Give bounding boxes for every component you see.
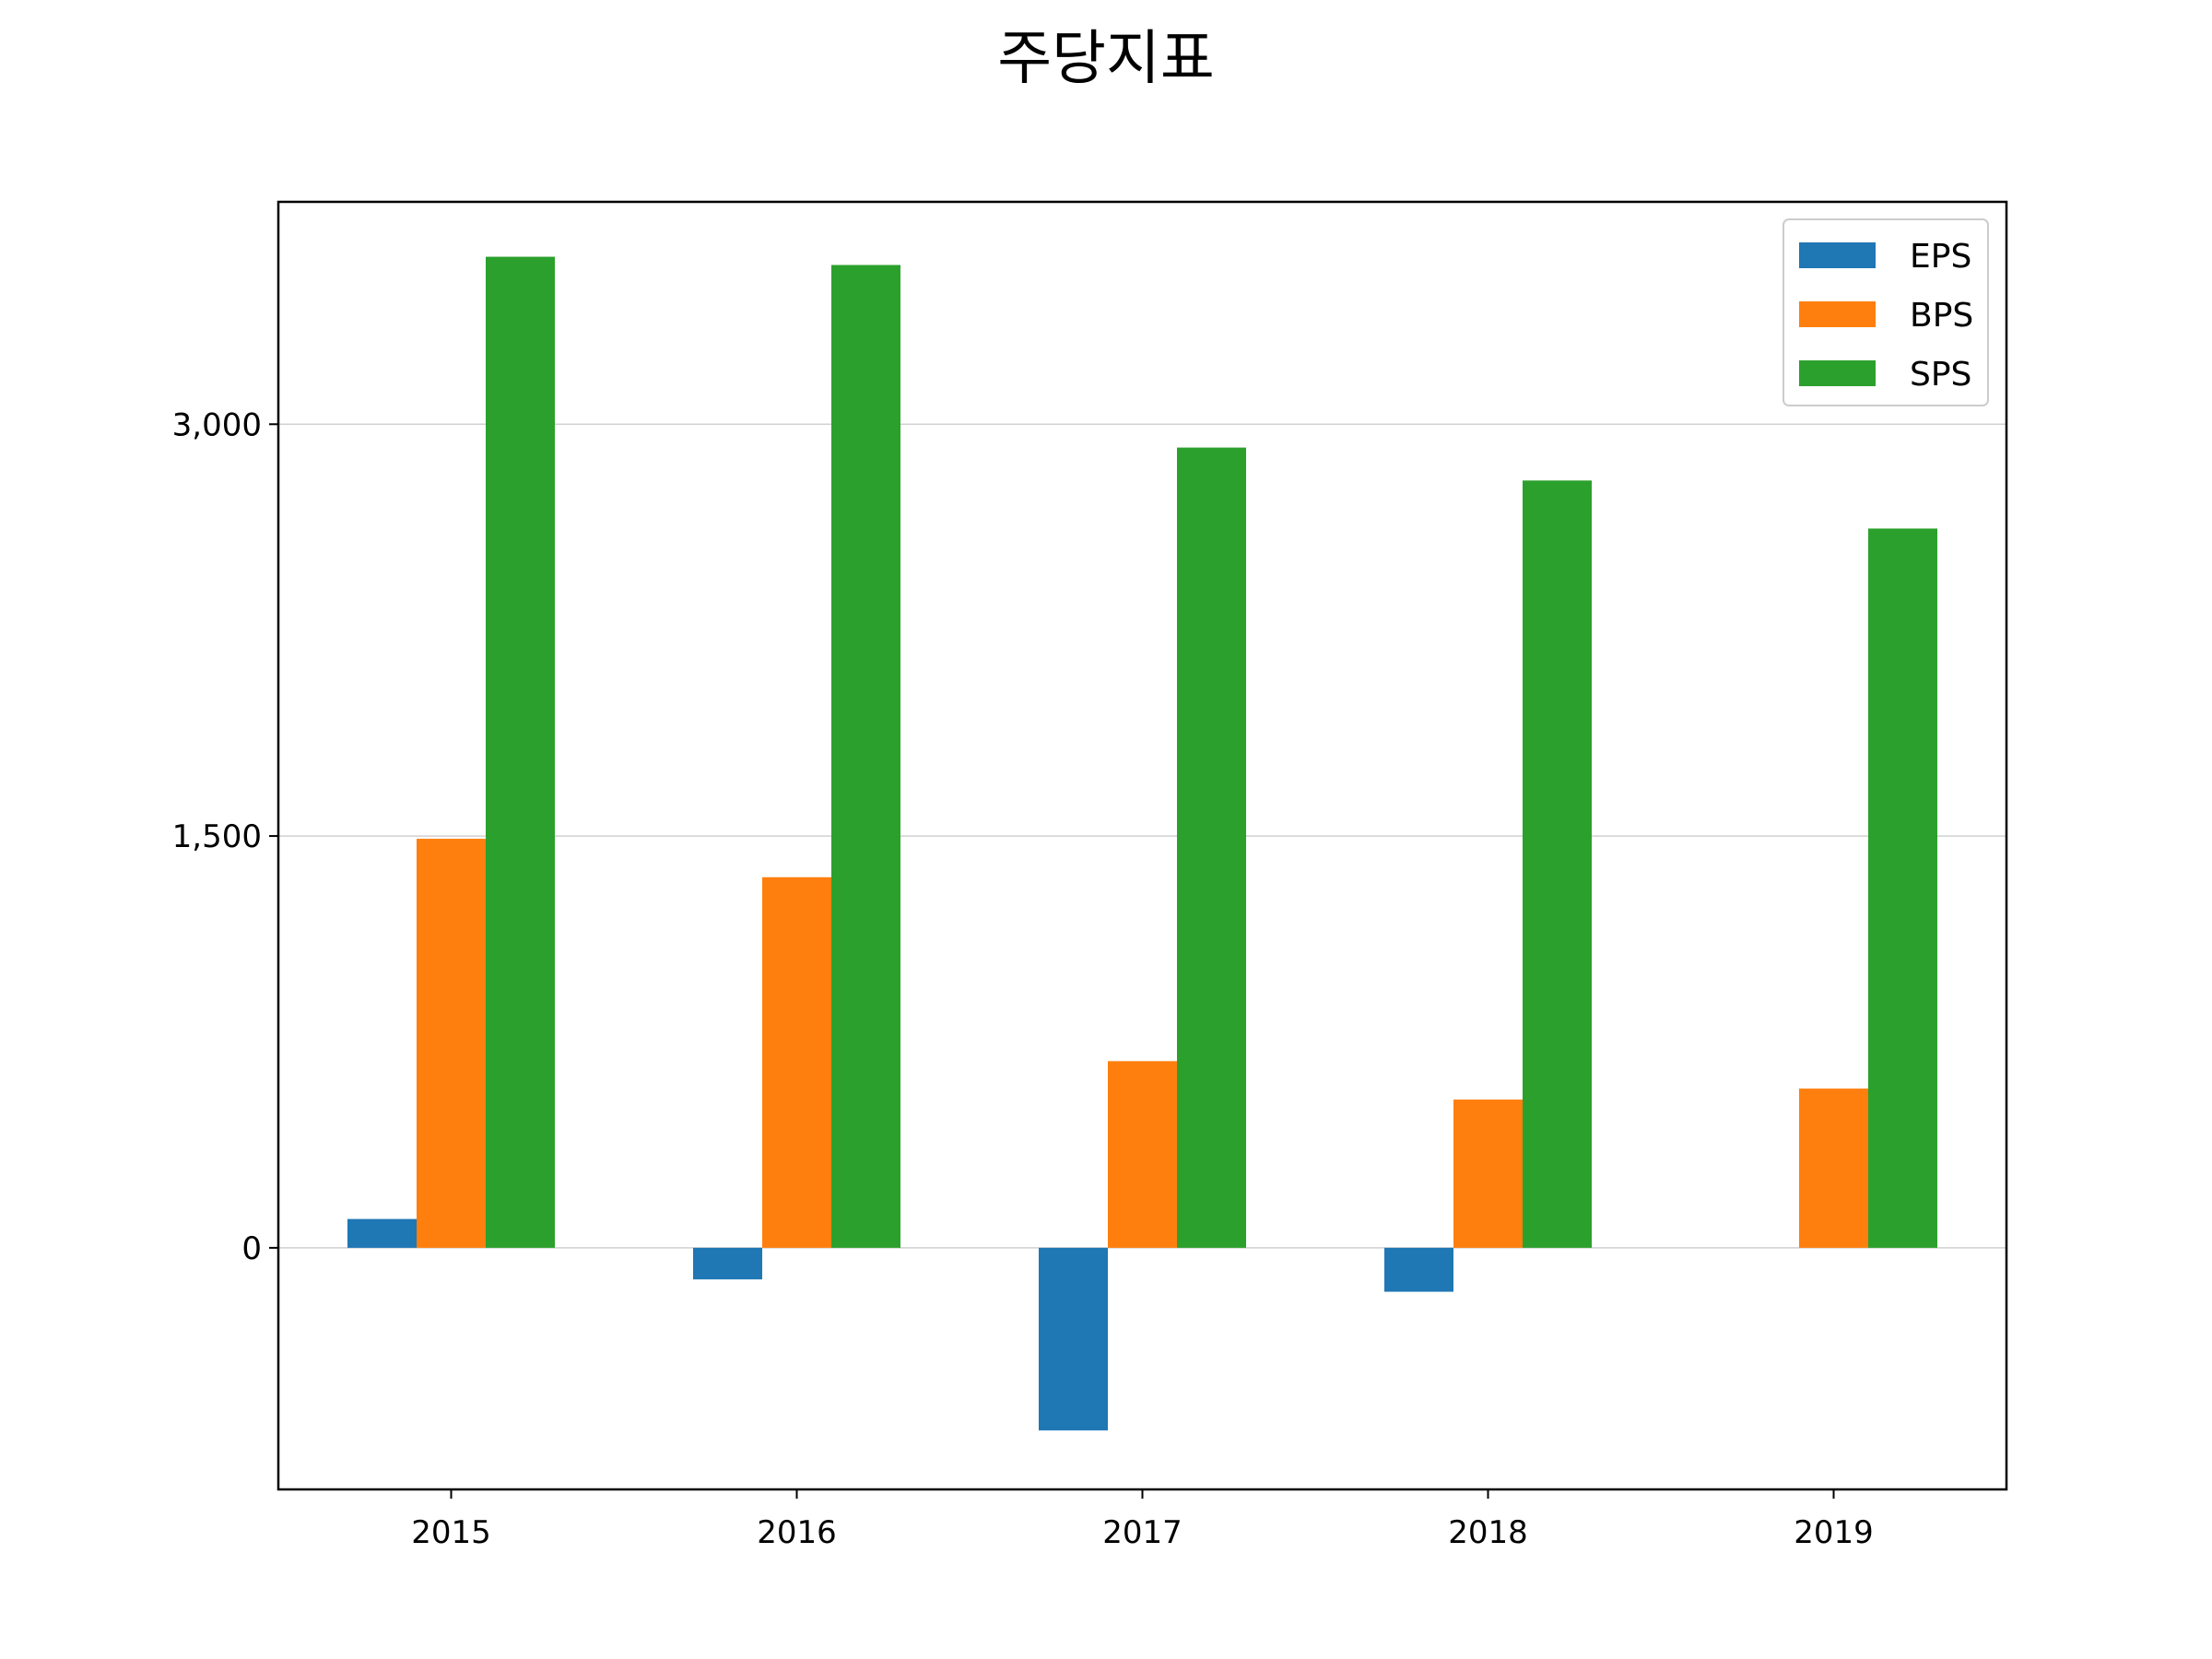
bar-sps-2018 <box>1523 480 1592 1248</box>
bar-sps-2017 <box>1177 447 1246 1248</box>
bars <box>347 256 1937 1430</box>
legend-swatch-bps <box>1799 301 1876 327</box>
legend: EPS BPS SPS <box>1783 218 1989 406</box>
legend-swatch-eps <box>1799 242 1876 268</box>
bar-eps-2016 <box>693 1247 762 1280</box>
gridlines <box>278 423 2006 1249</box>
x-tick-label: 2016 <box>757 1514 837 1551</box>
bar-bps-2018 <box>1453 1100 1523 1248</box>
x-tick-label: 2019 <box>1794 1514 1874 1551</box>
legend-label-bps: BPS <box>1910 297 1973 335</box>
bar-sps-2015 <box>486 256 555 1248</box>
bar-bps-2019 <box>1799 1088 1868 1248</box>
x-tick-label: 2017 <box>1102 1514 1182 1551</box>
y-tick-label: 3,000 <box>172 406 262 443</box>
y-tick-label: 1,500 <box>172 818 262 855</box>
bar-sps-2016 <box>831 265 900 1248</box>
bar-bps-2015 <box>417 839 486 1248</box>
bar-eps-2015 <box>347 1218 417 1248</box>
bar-sps-2019 <box>1868 528 1937 1248</box>
bar-bps-2016 <box>762 877 831 1248</box>
bar-eps-2017 <box>1039 1247 1108 1430</box>
y-tick-label: 0 <box>241 1230 262 1267</box>
axes: 0 1,500 3,000 2015 2016 2017 2018 2019 <box>172 406 1874 1551</box>
chart-title: 주당지표 <box>997 25 1215 93</box>
x-tick-label: 2015 <box>411 1514 491 1551</box>
x-tick-label: 2018 <box>1448 1514 1528 1551</box>
bar-eps-2018 <box>1384 1247 1453 1292</box>
plot-frame <box>276 200 2008 1491</box>
legend-swatch-sps <box>1799 360 1876 386</box>
legend-label-sps: SPS <box>1910 356 1971 394</box>
bar-bps-2017 <box>1108 1061 1177 1248</box>
legend-label-eps: EPS <box>1910 238 1971 276</box>
